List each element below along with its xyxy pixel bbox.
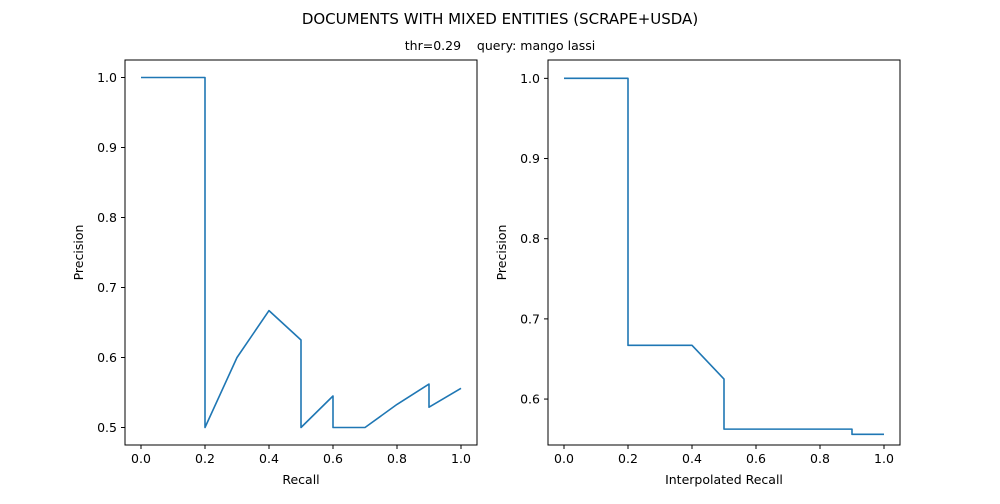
right-y-tick-label-3: 0.9 <box>520 151 540 166</box>
left-x-tick-label-4: 0.8 <box>387 451 407 466</box>
left-y-tick-label-4: 0.9 <box>97 140 117 155</box>
right-x-axis-label: Interpolated Recall <box>665 472 783 487</box>
left-x-ticks: 0.0 0.2 0.4 0.6 0.8 1.0 <box>131 445 471 466</box>
right-x-tick-label-3: 0.6 <box>746 451 766 466</box>
left-x-tick-label-0: 0.0 <box>131 451 151 466</box>
left-x-tick-label-1: 0.2 <box>195 451 215 466</box>
left-x-tick-label-2: 0.4 <box>259 451 279 466</box>
figure-title: DOCUMENTS WITH MIXED ENTITIES (SCRAPE+US… <box>302 10 698 28</box>
right-x-tick-label-0: 0.0 <box>554 451 574 466</box>
left-y-tick-label-5: 1.0 <box>97 70 117 85</box>
left-x-tick-label-5: 1.0 <box>451 451 471 466</box>
figure-subtitle: thr=0.29 query: mango lassi <box>405 38 595 53</box>
left-plot-frame <box>124 59 478 446</box>
left-x-tick-label-3: 0.6 <box>323 451 343 466</box>
left-y-tick-label-3: 0.8 <box>97 210 117 225</box>
right-y-tick-label-4: 1.0 <box>520 71 540 86</box>
left-plot: 0.0 0.2 0.4 0.6 0.8 1.0 0.5 0.6 0.7 0.8 0.9 1.0 Re… <box>71 59 478 487</box>
left-x-axis-label: Recall <box>282 472 319 487</box>
right-y-axis-label: Precision <box>494 225 509 281</box>
right-x-tick-label-2: 0.4 <box>682 451 702 466</box>
left-y-ticks: 0.5 0.6 0.7 0.8 0.9 1.0 <box>97 70 125 435</box>
right-x-ticks: 0.0 0.2 0.4 0.6 0.8 1.0 <box>554 445 894 466</box>
left-y-tick-label-2: 0.7 <box>97 280 117 295</box>
right-y-ticks: 0.6 0.7 0.8 0.9 1.0 <box>520 71 548 407</box>
right-series-line <box>564 77 884 436</box>
right-y-tick-label-1: 0.7 <box>520 311 540 326</box>
left-y-axis-label: Precision <box>71 225 86 281</box>
right-plot: 0.0 0.2 0.4 0.6 0.8 1.0 0.6 0.7 0.8 0.9 1.0 Inter… <box>494 59 901 487</box>
right-x-tick-label-4: 0.8 <box>810 451 830 466</box>
right-y-tick-label-2: 0.8 <box>520 231 540 246</box>
right-plot-frame <box>547 59 901 446</box>
left-series-line <box>141 76 462 429</box>
right-x-tick-label-5: 1.0 <box>874 451 894 466</box>
left-y-tick-label-1: 0.6 <box>97 350 117 365</box>
left-y-tick-label-0: 0.5 <box>97 420 117 435</box>
right-x-tick-label-1: 0.2 <box>618 451 638 466</box>
right-y-tick-label-0: 0.6 <box>520 392 540 407</box>
